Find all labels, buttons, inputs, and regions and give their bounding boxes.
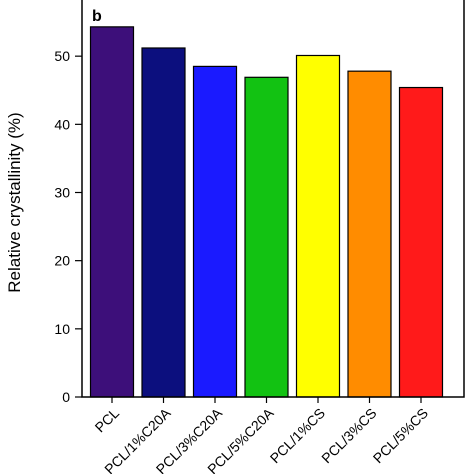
x-tick-label: PCL <box>92 405 123 436</box>
y-tick-label: 50 <box>54 48 70 64</box>
x-tick-label: PCL/1%CS <box>267 405 328 466</box>
x-tick-label: PCL/5%CS <box>370 405 431 466</box>
bars-group <box>89 26 444 398</box>
bar-0 <box>89 26 135 398</box>
y-tick-label: 20 <box>54 253 70 269</box>
bar-4 <box>295 54 341 398</box>
panel-label: b <box>92 8 102 25</box>
plot-frame <box>81 0 465 398</box>
bar-1 <box>141 47 186 398</box>
y-tick-label: 10 <box>54 321 70 337</box>
bar-2 <box>192 65 238 398</box>
y-tick-label: 40 <box>54 116 70 132</box>
y-tick-label: 30 <box>54 185 70 201</box>
bar-6 <box>398 86 444 398</box>
bar-5 <box>347 70 392 398</box>
y-axis-title: Relative crystallinity (%) <box>5 112 24 292</box>
bar-3 <box>244 76 289 398</box>
x-ticks-group: PCLPCL/1%C20APCL/3%C20APCL/5%C20APCL/1%C… <box>92 397 431 474</box>
x-tick-label: PCL/3%CS <box>318 405 379 466</box>
y-tick-label: 0 <box>62 389 70 405</box>
y-ticks-group: 0102030405060 <box>54 48 82 405</box>
